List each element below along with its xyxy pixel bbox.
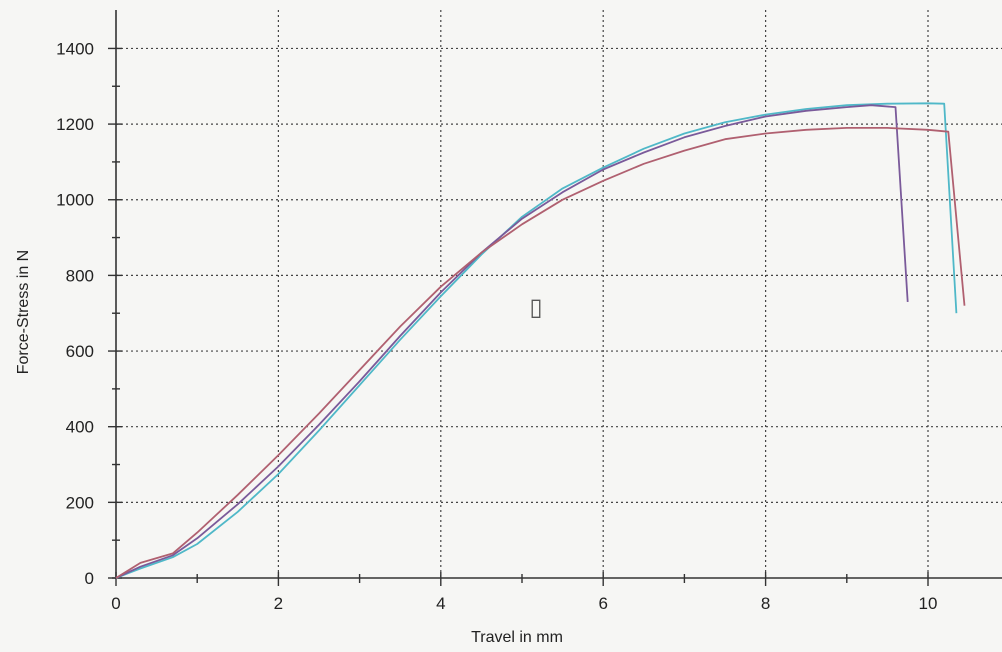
x-tick-label: 4 — [436, 594, 445, 613]
placeholder-glyph: ▯ — [529, 293, 542, 321]
y-tick-label: 1400 — [56, 39, 94, 58]
y-tick-label: 400 — [66, 418, 94, 437]
y-tick-label: 0 — [85, 569, 94, 588]
x-tick-label: 8 — [761, 594, 770, 613]
y-tick-label: 800 — [66, 266, 94, 285]
y-tick-label: 200 — [66, 493, 94, 512]
series-line-3 — [115, 127, 966, 579]
x-tick-label: 0 — [111, 594, 120, 613]
x-tick-label: 10 — [919, 594, 938, 613]
series-line-2 — [115, 104, 909, 579]
x-tick-label: 2 — [274, 594, 283, 613]
series-layer — [115, 102, 966, 579]
tick-layer: 0 200 400 600 800 1000 1200 1400 0 2 4 6 8 10 — [56, 39, 937, 613]
y-axis-title: Force-Stress in N — [15, 250, 32, 374]
series-line-1 — [115, 102, 958, 579]
x-axis-title: Travel in mm — [471, 629, 563, 646]
x-tick-label: 6 — [598, 594, 607, 613]
axis-layer — [112, 10, 1002, 579]
y-tick-label: 600 — [66, 342, 94, 361]
y-tick-label: 1200 — [56, 115, 94, 134]
y-tick-label: 1000 — [56, 191, 94, 210]
